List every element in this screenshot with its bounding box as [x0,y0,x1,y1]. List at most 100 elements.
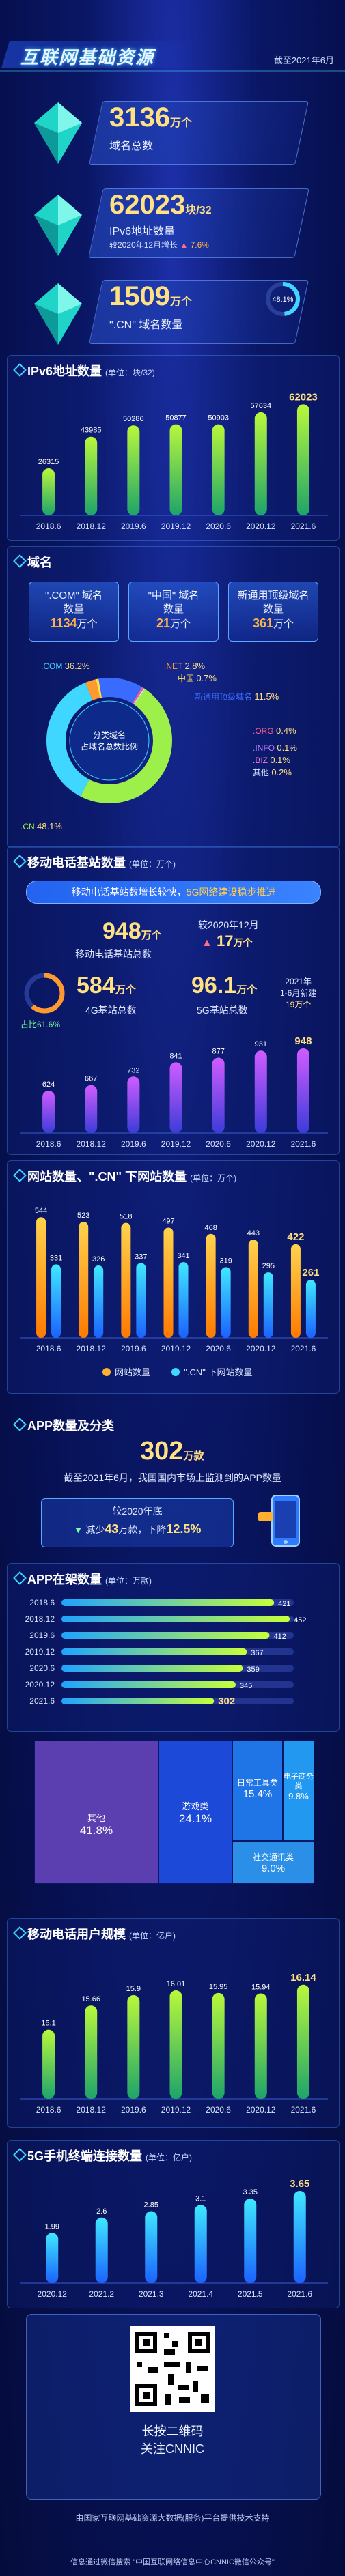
bar [254,1050,267,1133]
bar [136,1263,146,1338]
x-tick-label: 2018.12 [77,1344,107,1354]
treemap-cell-social: 社交通讯类 9.0% [232,1841,314,1884]
gem-icon [34,195,82,256]
bar [263,1272,273,1338]
bar [221,1267,231,1338]
x-tick-label: 2021.3 [139,2289,164,2299]
bar [121,1222,131,1338]
bar [85,1085,98,1133]
ipv6-chart: 2018.6 26315 2018.12 43985 2019.6 50286 2019.1… [20,391,328,531]
y-tick-label: 2021.6 [29,1696,55,1706]
kpi-value: 3136万个 [109,102,192,132]
data-label: 3.1 [195,2194,206,2203]
legend-dot-websites [102,1368,111,1376]
data-label: 337 [135,1253,147,1261]
x-tick-label: 2018.12 [77,521,107,531]
bar [61,1681,236,1688]
treemap-cell-other: 其他 41.8% [34,1741,158,1884]
x-tick-label: 2020.12 [246,2105,276,2115]
bar [296,1048,309,1133]
x-tick-label: 2018.6 [36,1139,61,1149]
x-tick-label: 2021.6 [291,1344,316,1354]
x-tick-label: 2020.6 [206,2105,231,2115]
bar [61,1599,275,1606]
bar [244,2199,257,2283]
x-tick-label: 2021.4 [188,2289,213,2299]
data-label: 50877 [165,414,187,423]
bar [46,2233,59,2283]
4g-label: 4G基站总数 [85,1005,137,1016]
domain-box-com: ".COM" 域名 数量 1134万个 [29,582,119,642]
data-label: 50903 [208,414,229,423]
report-date: 截至2021年6月 [273,55,334,66]
y-tick-label: 2018.6 [29,1598,55,1607]
bar [85,436,98,515]
data-label: 667 [85,1075,97,1083]
bar [36,1217,46,1338]
qr-code-icon[interactable] [130,2326,215,2412]
data-label: 948 [294,1035,312,1047]
domain-box-china: "中国" 域名 数量 21万个 [128,582,219,642]
y-tick-label: 2019.6 [29,1631,55,1640]
5g-label: 5G基站总数 [197,1005,248,1016]
websites-chart: 2018.6 544 331 2018.12 523 326 2019.6 518 337 201… [20,1207,328,1354]
data-label: 57634 [250,402,271,410]
section-title: APP在架数量 (单位：万款) [27,1573,152,1586]
pie-slice [98,678,143,704]
slice-label: 新通用顶级域名 11.5% [195,691,279,702]
4g-total: 584万个 [77,973,136,999]
x-tick-label: 2020.12 [246,521,276,531]
bar [61,1632,270,1639]
bar [254,1993,267,2099]
data-label: 412 [274,1633,286,1641]
y-tick-label: 2020.6 [29,1663,55,1673]
bar [305,1280,316,1338]
pie-slice [80,689,172,803]
data-label: 624 [42,1081,55,1089]
x-tick-label: 2018.6 [36,2105,61,2115]
data-label: 544 [35,1207,47,1215]
bar [127,425,140,515]
x-tick-label: 2019.6 [121,1344,146,1354]
bar [293,2190,306,2283]
data-label: 468 [204,1224,217,1232]
section-icon [13,1418,27,1431]
treemap-cell-games: 游戏类 24.1% [158,1741,232,1884]
slice-label: .BIZ 0.1% [253,755,290,765]
data-label: 2.6 [96,2207,107,2216]
bar [169,1990,182,2099]
slice-label: .INFO 0.1% [253,743,297,753]
bar [248,1240,258,1338]
x-tick-label: 2020.6 [206,1344,231,1354]
kpi-value: 62023块/32 [109,190,212,220]
x-tick-label: 2019.12 [161,2105,191,2115]
bar [61,1698,215,1704]
x-tick-label: 2020.6 [206,521,231,531]
data-label: 62023 [289,391,318,403]
donut-center-label: 分类域名 [93,730,126,740]
apps-desc: 截至2021年6月，我国国内市场上监测到的APP数量 [64,1472,281,1483]
base-station-chart: 2018.6 624 2018.12 667 2019.6 732 2019.12 841 20… [20,1035,328,1149]
data-label: 15.94 [251,1983,271,1991]
data-label: 443 [247,1229,260,1237]
5g-total: 96.1万个 [191,973,258,999]
treemap-cell-tools: 日常工具类 15.4% [232,1741,283,1841]
bar [51,1264,61,1338]
page-title: 互联网基础资源 [20,47,155,68]
bar [42,2029,55,2099]
base-change: ▲ 17万个 [202,932,253,949]
data-label: 302 [218,1695,235,1707]
data-label: 16.14 [290,1972,316,1984]
kpi-growth: 较2020年12月增长 ▲ 7.6% [109,240,209,250]
data-label: 497 [162,1217,174,1225]
section-title: IPv6地址数量 (单位：块/32) [27,364,155,378]
footer-support: 由国家互联网基础资源大数据(服务)平台提供技术支持 [75,2513,270,2523]
bar [94,1265,104,1338]
donut-center-label: 占域名总数比例 [81,741,138,752]
data-label: 421 [278,1600,290,1608]
bar [212,1992,225,2099]
bar [169,1062,182,1133]
slice-label: .ORG 0.4% [253,726,296,736]
data-label: 15.1 [41,2020,55,2028]
